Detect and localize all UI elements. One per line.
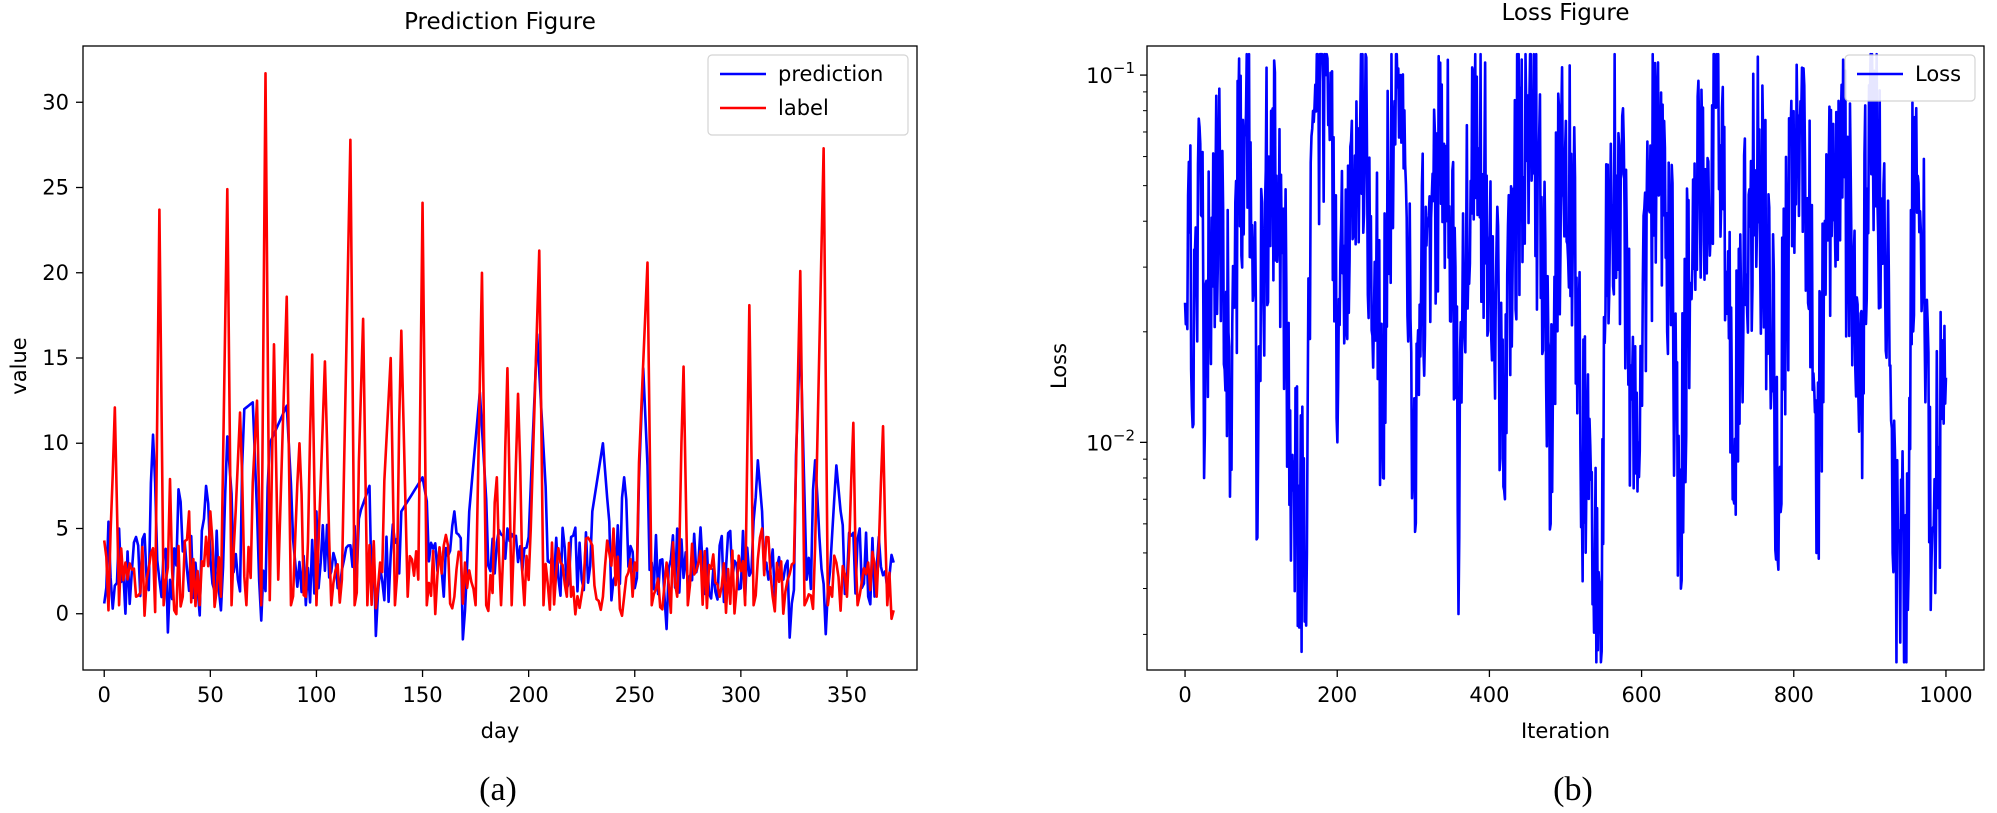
x-axis-label: day: [481, 719, 520, 743]
y-tick-label: 20: [42, 261, 69, 285]
y-tick-label: 15: [42, 346, 69, 370]
legend-label-label: label: [778, 96, 829, 120]
chart-panel-2: 0 200 400 600 800 1000 10−1 10−2 Loss Figure Iter…: [1047, 0, 1985, 743]
y-axis-label: value: [7, 337, 31, 394]
legend-label-prediction: prediction: [778, 62, 883, 86]
x-tick-label: 250: [615, 683, 655, 707]
chart-title: Loss Figure: [1502, 0, 1630, 26]
x-tick-label: 150: [402, 683, 442, 707]
y-tick-label: 30: [42, 90, 69, 114]
legend-box: [1844, 54, 1976, 102]
series-line-loss: [1183, 52, 1948, 664]
x-tick-label: 50: [197, 683, 224, 707]
chart-panel-1: 0 50 100 150 200 250 300 350 0 5 10 15 20 25 30 Predict…: [7, 9, 918, 743]
y-axis-label: Loss: [1047, 343, 1071, 389]
chart-title: Prediction Figure: [404, 9, 596, 35]
x-tick-label: 300: [721, 683, 761, 707]
series-line-label: [102, 71, 895, 621]
x-tick-label: 100: [296, 683, 336, 707]
x-tick-label: 200: [1317, 683, 1357, 707]
x-tick-label: 350: [827, 683, 867, 707]
legend: prediction label: [707, 54, 909, 136]
legend-label-loss: Loss: [1915, 62, 1961, 86]
x-tick-label: 1000: [1919, 683, 1972, 707]
x-tick-label: 200: [509, 683, 549, 707]
y-tick-label: 10: [42, 431, 69, 455]
x-tick-label: 0: [98, 683, 111, 707]
y-tick-label: 25: [42, 176, 69, 200]
plot-frame: [1146, 45, 1985, 671]
legend: Loss: [1844, 54, 1976, 102]
y-tick-label: 5: [56, 516, 69, 540]
panel-caption: (b): [1553, 771, 1593, 808]
x-tick-label: 600: [1622, 683, 1662, 707]
x-tick-label: 0: [1178, 683, 1191, 707]
x-tick-label: 800: [1774, 683, 1814, 707]
x-tick-label: 400: [1469, 683, 1509, 707]
y-tick-label: 10−1: [1086, 59, 1135, 88]
panel-caption: (a): [479, 771, 517, 808]
x-axis-label: Iteration: [1521, 719, 1610, 743]
y-tick-label: 0: [56, 602, 69, 626]
y-tick-label: 10−2: [1086, 426, 1135, 455]
